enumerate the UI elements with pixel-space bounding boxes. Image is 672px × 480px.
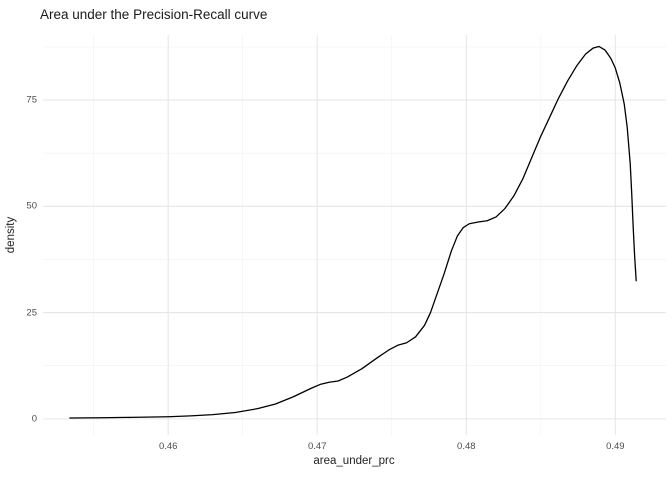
x-axis-title: area_under_prc [313, 455, 395, 467]
x-tick-label: 0.47 [307, 441, 327, 452]
y-tick-label: 0 [31, 413, 37, 425]
x-tick-label: 0.46 [158, 441, 178, 452]
y-axis-title: density [5, 216, 17, 254]
x-tick-label: 0.48 [457, 441, 476, 452]
y-tick-label: 25 [26, 307, 37, 319]
y-tick-label: 75 [26, 94, 37, 106]
plot-panel [43, 35, 666, 435]
density-plot-svg [43, 35, 666, 435]
chart-title: Area under the Precision-Recall curve [40, 7, 268, 22]
x-tick-label: 0.49 [606, 441, 625, 452]
density-curve [69, 45, 637, 419]
y-tick-label: 50 [26, 200, 37, 212]
major-gridlines [43, 35, 666, 435]
minor-gridlines [43, 35, 666, 435]
